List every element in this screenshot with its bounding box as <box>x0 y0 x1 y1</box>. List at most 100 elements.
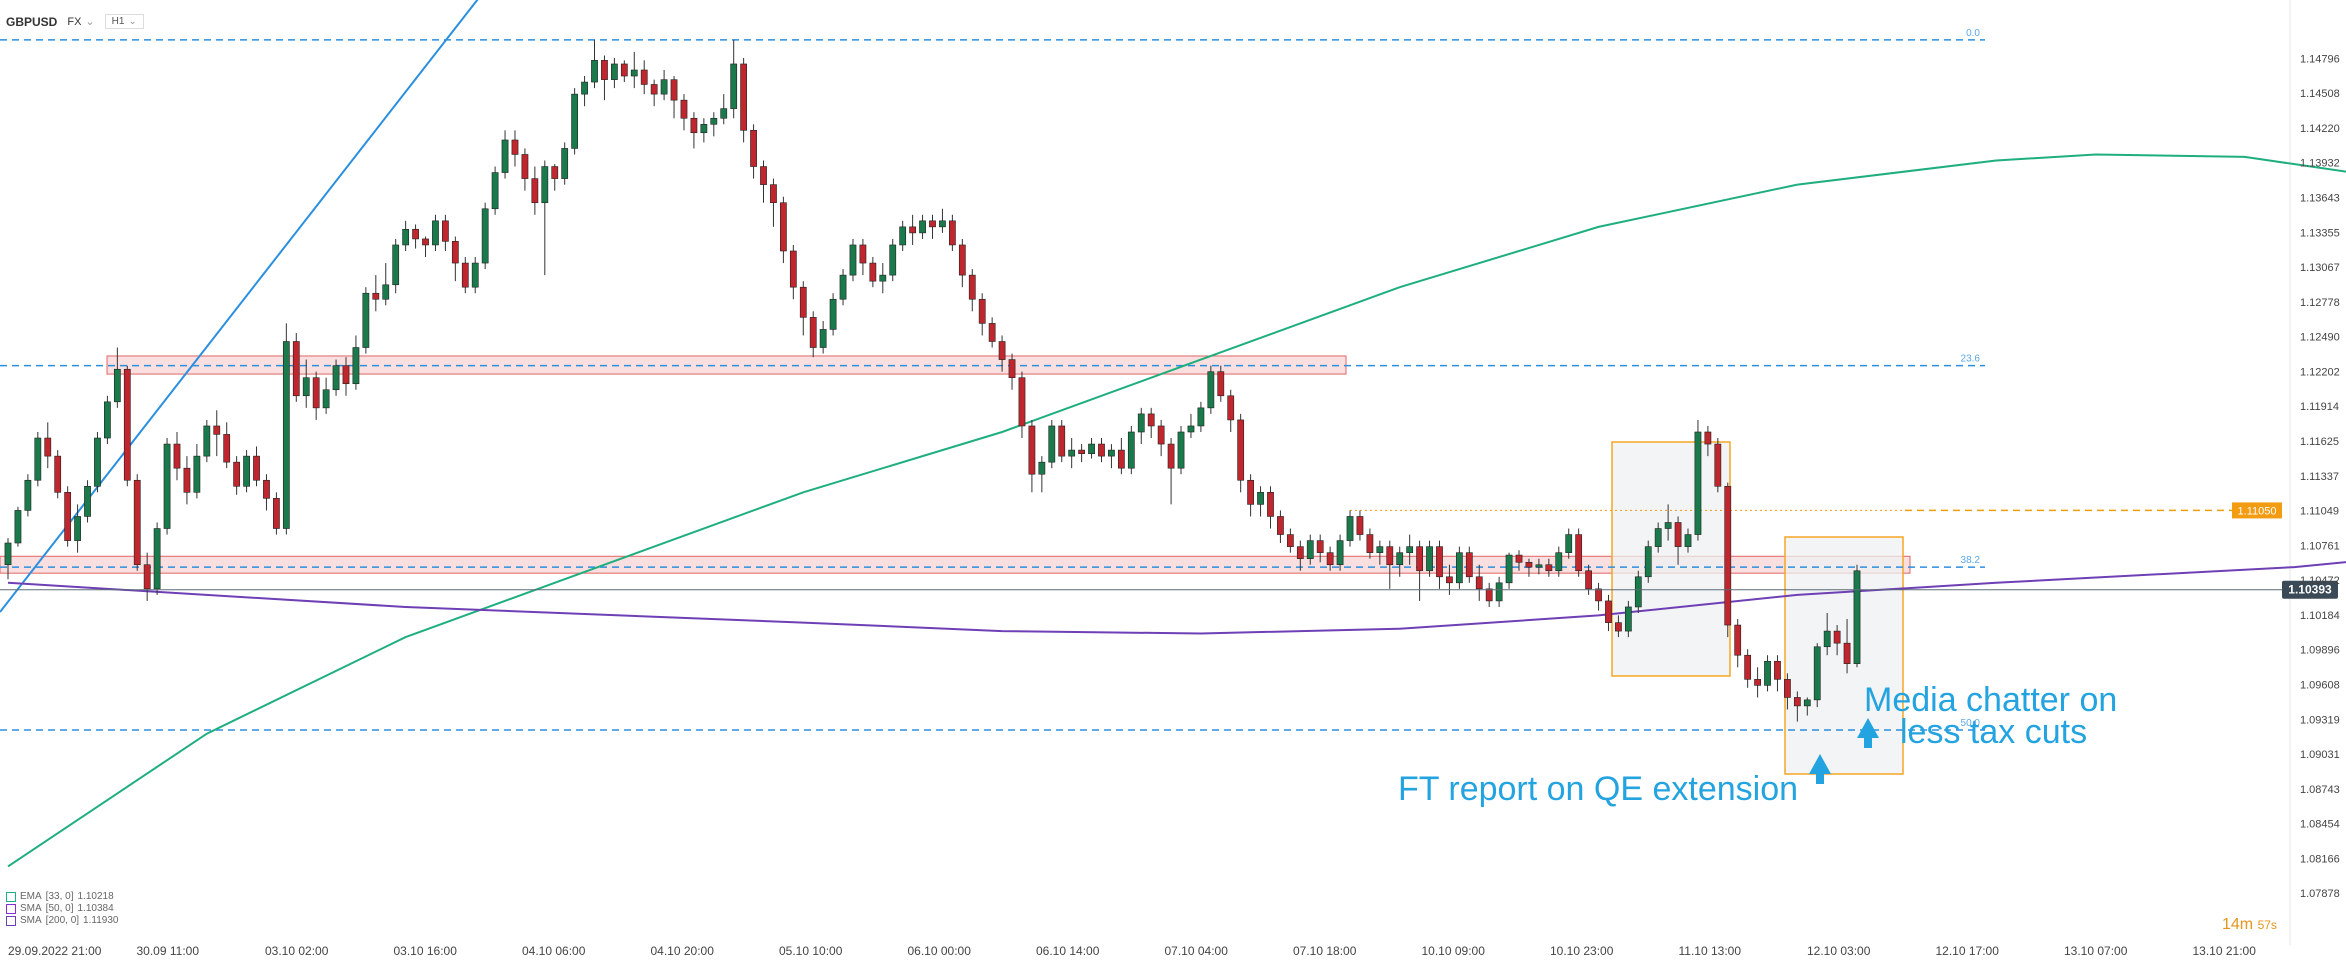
eye-icon[interactable] <box>6 892 16 902</box>
candle-body <box>183 467 191 493</box>
marked-level-value: 1.11050 <box>2238 505 2277 517</box>
candle-body <box>1744 654 1752 680</box>
candle-body <box>74 516 81 541</box>
candle-body <box>1644 546 1652 578</box>
candle-body <box>1336 540 1344 566</box>
candle-body <box>740 63 748 131</box>
candle-body <box>750 130 757 167</box>
y-tick-label: 1.11914 <box>2300 401 2339 413</box>
y-tick-label: 1.07878 <box>2300 888 2340 900</box>
candle-body <box>541 166 549 204</box>
marked-level-tag <box>2232 502 2282 519</box>
x-tick-label: 13.10 07:00 <box>2064 944 2128 958</box>
candle-body <box>958 244 966 276</box>
candle-body <box>1595 588 1602 602</box>
y-tick-label: 1.11625 <box>2300 436 2339 448</box>
candle-body <box>1078 449 1085 455</box>
candle-body <box>1217 371 1225 397</box>
arrow-up-icon <box>1809 754 1831 784</box>
candle-body <box>362 292 370 348</box>
legend-label: EMA <box>20 891 42 902</box>
eye-icon[interactable] <box>6 916 16 926</box>
candle-body <box>1615 622 1622 632</box>
candle-body <box>909 226 916 234</box>
sma-200-line <box>7 561 2346 635</box>
candle-body <box>442 220 449 242</box>
y-tick-label: 1.13932 <box>2300 158 2340 170</box>
arrow-up-icon <box>1857 718 1879 748</box>
candle-body <box>193 455 201 493</box>
candle-body <box>282 341 290 529</box>
candle-body <box>620 63 628 77</box>
candle-body <box>1257 492 1264 505</box>
ema-33-line <box>7 153 2346 868</box>
chart-toolbar: GBPUSD FX ⌄ H1 ⌄ <box>6 14 144 29</box>
candle-body <box>1853 570 1861 664</box>
x-tick-label: 12.10 03:00 <box>1807 944 1871 958</box>
candle-body <box>1634 576 1642 608</box>
legend-row[interactable]: SMA [200, 0] 1.11930 <box>6 915 118 927</box>
y-tick-label: 1.14796 <box>2300 53 2340 65</box>
fib-label: 38.2 <box>1961 555 1981 566</box>
candle-body <box>1157 425 1165 445</box>
candle-body <box>1813 646 1821 701</box>
candle-body <box>1227 395 1235 421</box>
candle-body <box>551 166 559 179</box>
candle-body <box>312 377 320 409</box>
candle-body <box>1187 425 1195 433</box>
chevron-down-icon[interactable]: ⌄ <box>85 16 95 28</box>
symbol-label[interactable]: GBPUSD <box>6 14 58 29</box>
timeframe-select[interactable]: H1 ⌄ <box>104 14 144 29</box>
candle-body <box>789 250 797 288</box>
candle-body <box>521 154 529 179</box>
legend-row[interactable]: EMA [33, 0] 1.10218 <box>6 891 118 903</box>
candle-body <box>710 117 718 125</box>
candle-body <box>1396 552 1404 566</box>
annotation-line: less tax cuts <box>1900 713 2088 751</box>
y-tick-label: 1.11337 <box>2300 471 2339 483</box>
candle-body <box>1555 552 1563 572</box>
y-tick-label: 1.08454 <box>2300 819 2340 831</box>
eye-icon[interactable] <box>6 904 16 914</box>
candle-body <box>1177 431 1185 469</box>
candle-body <box>978 298 986 324</box>
candle-body <box>1714 443 1722 487</box>
candle-body <box>1764 660 1771 686</box>
candle-body <box>1704 431 1712 445</box>
y-tick-label: 1.13643 <box>2300 193 2340 205</box>
legend-row[interactable]: SMA [50, 0] 1.10384 <box>6 903 118 915</box>
indicator-legend: EMA [33, 0] 1.10218 SMA [50, 0] 1.10384 SMA[… <box>6 891 118 927</box>
legend-params: [50, 0] <box>45 903 74 914</box>
candle-body <box>1784 679 1791 698</box>
candle-body <box>899 226 907 246</box>
current-price-value: 1.10393 <box>2288 583 2332 597</box>
candle-body <box>392 244 400 286</box>
candle-body <box>1664 522 1672 529</box>
timeframe-text: H1 <box>111 16 125 27</box>
candle-body <box>1356 516 1364 535</box>
candle-body <box>1694 431 1702 535</box>
candle-body <box>1833 630 1841 644</box>
y-tick-label: 1.12778 <box>2300 297 2340 309</box>
y-tick-label: 1.12202 <box>2300 366 2340 378</box>
candles <box>4 39 1861 722</box>
candle-body <box>1515 554 1523 563</box>
candle-body <box>760 166 767 185</box>
candle-body <box>54 455 62 493</box>
candle-body <box>263 479 270 499</box>
y-tick-label: 1.09031 <box>2300 749 2340 761</box>
fibonacci-levels: 0.0 23.6 38.2 50.0 <box>0 28 1985 731</box>
candle-body <box>770 184 777 204</box>
market-label: FX ⌄ <box>67 15 94 28</box>
candle-body <box>133 479 141 566</box>
candle-body <box>412 228 419 240</box>
y-tick-label: 1.09608 <box>2300 679 2340 691</box>
candle-body <box>919 220 926 234</box>
x-tick-label: 07.10 18:00 <box>1293 944 1357 958</box>
candle-body <box>1068 449 1076 457</box>
candle-body <box>1376 546 1384 553</box>
candle-body <box>591 60 598 83</box>
candle-body <box>1008 359 1016 378</box>
candle-body <box>640 69 648 85</box>
